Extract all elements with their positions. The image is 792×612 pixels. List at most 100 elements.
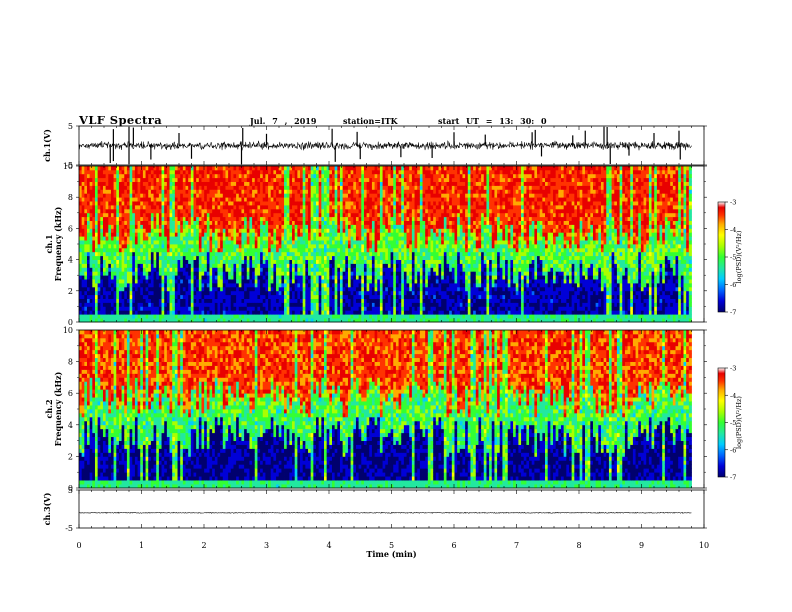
spectrogram-cell — [150, 220, 154, 225]
spectrogram-cell — [126, 255, 130, 260]
spectrogram-cell — [316, 298, 320, 303]
spectrogram-cell — [313, 212, 317, 218]
spectrogram-cell — [281, 189, 285, 194]
spectrogram-cell — [118, 283, 123, 288]
spectrogram-cell — [145, 251, 149, 257]
spectrogram-cell — [350, 302, 354, 307]
spectrogram-cell — [398, 197, 402, 202]
spectrogram-cell — [196, 173, 200, 179]
spectrogram-cell — [180, 208, 184, 214]
spectrogram-cell — [387, 193, 391, 198]
spectrogram-cell — [339, 185, 344, 190]
spectrogram-cell — [334, 306, 338, 311]
spectrogram-cell — [385, 263, 389, 268]
spectrogram-cell — [105, 247, 109, 253]
spectrogram-cell — [347, 205, 352, 210]
spectrogram-cell — [401, 244, 405, 249]
spectrogram-cell — [198, 286, 202, 292]
spectrogram-cell — [329, 216, 333, 221]
spectrogram-cell — [174, 240, 178, 245]
spectrogram-cell — [150, 263, 154, 268]
spectrogram-cell — [126, 208, 130, 214]
spectrogram-cell — [100, 205, 104, 210]
spectrogram-cell — [398, 286, 402, 292]
spectrogram-cell — [209, 314, 213, 319]
spectrogram-cell — [193, 267, 197, 272]
spectrogram-cell — [156, 244, 160, 249]
spectrogram-cell — [121, 267, 125, 272]
spectrogram-cell — [233, 232, 237, 237]
spectrogram-cell — [177, 286, 181, 292]
spectrogram-cell — [148, 290, 152, 296]
spectrogram-cell — [148, 177, 152, 182]
spectrogram-cell — [398, 259, 402, 264]
spectrogram-cell — [387, 283, 391, 288]
spectrogram-cell — [300, 169, 304, 175]
spectrogram-cell — [390, 283, 394, 288]
spectrogram-cell — [182, 177, 186, 182]
spectrogram-cell — [324, 169, 328, 175]
spectrogram-cell — [297, 236, 301, 241]
spectrogram-cell — [406, 216, 410, 221]
spectrogram-cell — [230, 298, 234, 303]
spectrogram-cell — [214, 290, 218, 296]
spectrogram-cell — [214, 189, 218, 194]
spectrogram-cell — [371, 240, 375, 245]
spectrogram-cell — [265, 208, 269, 214]
spectrogram-cell — [406, 267, 410, 272]
spectrogram-cell — [350, 251, 354, 257]
spectrogram-cell — [174, 279, 178, 284]
spectrogram-cell — [126, 286, 130, 292]
spectrogram-cell — [347, 314, 352, 319]
spectrogram-cell — [305, 279, 309, 284]
spectrogram-cell — [132, 306, 136, 311]
spectrogram-cell — [228, 236, 232, 241]
spectrogram-cell — [254, 189, 258, 194]
spectrogram-cell — [220, 236, 224, 241]
spectrogram-cell — [342, 259, 346, 264]
spectrogram-cell — [161, 185, 165, 190]
spectrogram-cell — [406, 247, 410, 253]
spectrogram-cell — [249, 290, 253, 296]
spectrogram-cell — [116, 283, 120, 288]
spectrogram-cell — [198, 283, 202, 288]
spectrogram-cell — [172, 275, 176, 280]
spectrogram-cell — [241, 173, 245, 179]
spectrogram-cell — [233, 181, 237, 186]
spectrogram-cell — [406, 318, 410, 323]
spectrogram-cell — [204, 255, 208, 260]
spectrogram-cell — [137, 286, 141, 292]
spectrogram-cell — [164, 294, 168, 299]
spectrogram-cell — [174, 169, 178, 175]
spectrogram-cell — [201, 185, 205, 190]
spectrogram-cell — [233, 298, 237, 303]
spectrogram-cell — [313, 302, 317, 307]
spectrogram-cell — [102, 181, 107, 186]
spectrogram-cell — [94, 173, 99, 179]
spectrogram-cell — [156, 228, 160, 233]
spectrogram-cell — [124, 205, 128, 210]
spectrogram-cell — [145, 271, 149, 276]
spectrogram-cell — [345, 302, 349, 307]
spectrogram-cell — [324, 267, 328, 272]
spectrogram-cell — [244, 205, 248, 210]
spectrogram-cell — [358, 306, 362, 311]
spectrogram-cell — [220, 318, 224, 323]
spectrogram-cell — [339, 302, 344, 307]
spectrogram-cell — [371, 166, 375, 171]
spectrogram-cell — [228, 310, 232, 315]
spectrogram-cell — [310, 255, 314, 260]
spectrogram-cell — [292, 259, 296, 264]
spectrogram-cell — [300, 224, 304, 229]
spectrogram-cell — [161, 314, 165, 319]
spectrogram-cell — [220, 169, 224, 175]
spectrogram-cell — [134, 294, 138, 299]
spectrogram-cell — [196, 255, 200, 260]
spectrogram-cell — [257, 271, 261, 276]
spectrogram-cell — [225, 185, 229, 190]
spectrogram-cell — [289, 232, 293, 237]
spectrogram-cell — [326, 232, 330, 237]
spectrogram-cell — [331, 318, 336, 323]
spectrogram-cell — [97, 271, 101, 276]
spectrogram-cell — [260, 240, 264, 245]
